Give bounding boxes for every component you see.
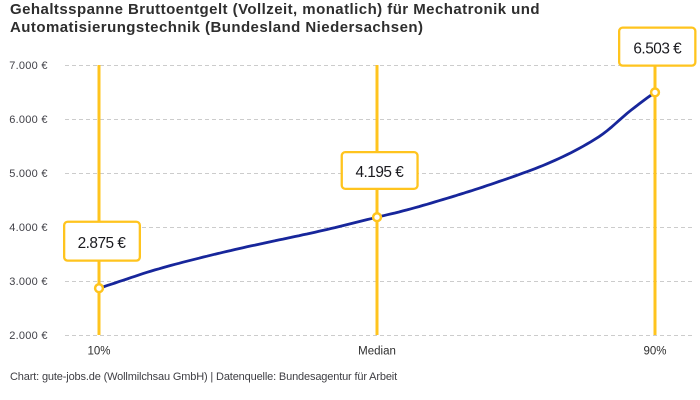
svg-text:Median: Median <box>358 345 396 357</box>
svg-text:5.000 €: 5.000 € <box>9 168 47 180</box>
svg-text:90%: 90% <box>643 345 666 357</box>
svg-text:7.000 €: 7.000 € <box>9 60 47 72</box>
svg-text:6.503 €: 6.503 € <box>633 41 682 58</box>
svg-text:2.000 €: 2.000 € <box>9 330 47 342</box>
svg-text:6.000 €: 6.000 € <box>9 114 47 126</box>
svg-text:4.195 €: 4.195 € <box>355 164 404 181</box>
svg-text:2.875 €: 2.875 € <box>78 235 127 252</box>
svg-text:3.000 €: 3.000 € <box>9 276 47 288</box>
svg-text:4.000 €: 4.000 € <box>9 222 47 234</box>
svg-text:10%: 10% <box>87 345 110 357</box>
